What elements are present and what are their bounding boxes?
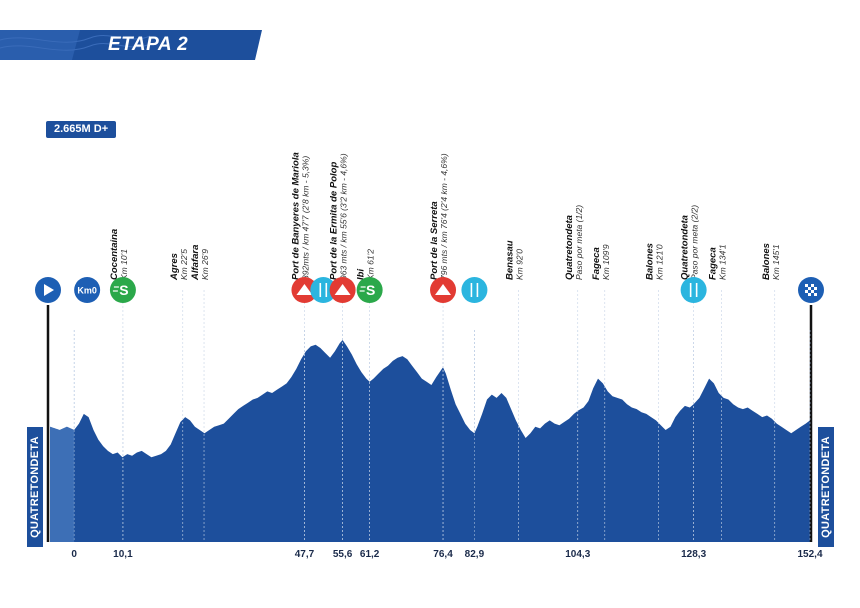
annotation-km: 796 mts / km 76'4 (2'4 km - 4,6%) xyxy=(439,153,449,280)
annotation-label: Balones Km 145'1 xyxy=(761,243,781,280)
annotation-name: Balones xyxy=(644,243,655,280)
annotation-label: Alfafara Km 26'9 xyxy=(190,245,210,281)
sprint-icon xyxy=(356,277,383,303)
elevation-gain-badge: 2.665M D+ xyxy=(46,121,117,138)
x-tick-label: 104,3 xyxy=(565,549,590,560)
annotation-km: Km 109'9 xyxy=(601,244,611,280)
peak-shape xyxy=(296,284,313,295)
annotation-label: Port de la Ermita de Polop 963 mts / km 5… xyxy=(329,153,349,280)
annotation-km: Paso por meta (1/2) xyxy=(574,205,584,280)
checker-square xyxy=(814,293,817,296)
annotation-label: Quatretondeta Paso por meta (2/2) xyxy=(680,205,700,280)
annotation-label: Balones Km 121'0 xyxy=(644,243,664,280)
annotation-name: Fageca xyxy=(591,247,602,280)
checker-square xyxy=(814,287,817,290)
checker-square xyxy=(811,290,814,293)
annotation-label: Fageca Km 109'9 xyxy=(591,244,611,280)
annotation-name: Balones xyxy=(761,243,772,280)
annotation-name: Port de Banyeres de Mariola xyxy=(290,152,301,280)
x-tick-label: 61,2 xyxy=(360,549,380,560)
annotation-km: Km 134'1 xyxy=(718,244,728,280)
annotation-name: Ibi xyxy=(356,269,367,280)
annotation-name: Quatretondeta xyxy=(680,215,691,280)
x-tick-label: 152,4 xyxy=(797,549,822,560)
annotation-name: Agres xyxy=(169,253,180,281)
annotation-label: Benasau Km 92'0 xyxy=(504,240,524,280)
annotation-km: Km 121'0 xyxy=(654,244,664,280)
annotation-name: Port de la Serreta xyxy=(429,201,440,280)
feed-zone-icon xyxy=(461,277,488,303)
finish-town-label: QUATRETONDETA xyxy=(818,427,834,547)
x-tick-label: 10,1 xyxy=(113,549,133,560)
checker-square xyxy=(811,284,814,287)
annotation-label: Quatretondeta Paso por meta (1/2) xyxy=(564,205,584,280)
annotation-name: Quatretondeta xyxy=(564,215,575,280)
stage-title: ETAPA 2 xyxy=(108,34,189,55)
profile-start-segment xyxy=(50,426,75,542)
checker-square xyxy=(808,287,811,290)
annotation-km: Km 26'9 xyxy=(200,249,210,280)
checker-square xyxy=(808,293,811,296)
annotation-km: Paso por meta (2/2) xyxy=(690,205,700,280)
annotation-km: 892mts / km 47'7 (2'8 km - 5,3%) xyxy=(300,156,310,280)
annotation-km: Km 92'0 xyxy=(514,249,524,280)
x-tick-label: 47,7 xyxy=(295,549,315,560)
annotation-label: Ibi Km 61'2 xyxy=(356,249,376,280)
annotation-label: Port de Banyeres de Mariola 892mts / km 4… xyxy=(290,152,310,280)
annotation-label: Fageca Km 134'1 xyxy=(708,244,728,280)
peak-shape xyxy=(334,284,351,295)
sprint-label: S xyxy=(366,282,375,298)
profile-area xyxy=(50,340,810,542)
feed-zone-icon xyxy=(310,277,337,303)
checker-square xyxy=(805,284,808,287)
km0-icon xyxy=(74,277,101,303)
x-tick-label: 82,9 xyxy=(465,549,485,560)
annotation-km: Km 22'5 xyxy=(179,249,189,280)
x-tick-label: 76,4 xyxy=(433,549,453,560)
annotation-name: Benasau xyxy=(504,240,515,280)
start-town-label: QUATRETONDETA xyxy=(27,427,43,547)
annotation-name: Alfafara xyxy=(190,245,201,281)
sprint-icon xyxy=(109,277,136,303)
annotation-name: Cocentaina xyxy=(109,229,120,280)
annotation-km: Km 61'2 xyxy=(366,249,376,280)
stage-banner xyxy=(0,30,262,60)
km0-label: Km0 xyxy=(77,286,97,296)
annotation-name: Port de la Ermita de Polop xyxy=(329,162,340,280)
annotation-km: Km 10'1 xyxy=(119,249,129,280)
feed-zone-icon xyxy=(680,277,707,303)
annotation-label: Cocentaina Km 10'1 xyxy=(109,229,129,280)
x-tick-label: 55,6 xyxy=(333,549,353,560)
annotation-km: 963 mts / km 55'6 (3'2 km - 4,6%) xyxy=(339,153,349,280)
x-tick-label: 128,3 xyxy=(681,549,706,560)
peak-shape xyxy=(435,284,452,295)
play-icon xyxy=(44,284,54,296)
annotation-label: Agres Km 22'5 xyxy=(169,249,189,281)
sprint-label: S xyxy=(119,282,128,298)
annotation-label: Port de la Serreta 796 mts / km 76'4 (2'4… xyxy=(429,153,449,280)
x-tick-label: 0 xyxy=(71,549,77,560)
annotation-km: Km 145'1 xyxy=(771,244,781,280)
annotation-name: Fageca xyxy=(708,247,719,280)
checker-square xyxy=(805,290,808,293)
